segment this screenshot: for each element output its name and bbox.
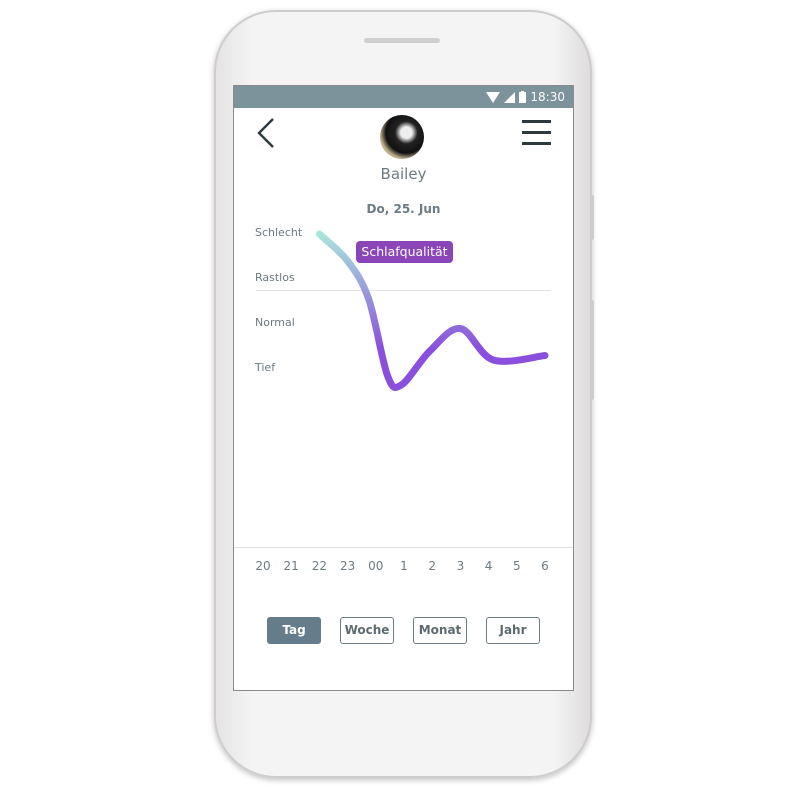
pet-name: Bailey bbox=[380, 165, 427, 183]
y-label-rastlos: Rastlos bbox=[255, 271, 295, 284]
x-tick-label: 1 bbox=[400, 559, 408, 573]
divider bbox=[256, 290, 551, 291]
battery-icon bbox=[519, 91, 527, 103]
y-label-schlecht: Schlecht bbox=[255, 226, 303, 239]
status-time: 18:30 bbox=[530, 90, 565, 104]
chevron-left-icon[interactable] bbox=[256, 118, 276, 148]
y-label-normal: Normal bbox=[255, 316, 295, 329]
wifi-icon bbox=[486, 91, 501, 103]
range-button-jahr[interactable]: Jahr bbox=[486, 617, 540, 644]
x-axis-line bbox=[234, 547, 573, 548]
status-bar: 18:30 bbox=[234, 86, 573, 108]
x-tick-label: 4 bbox=[484, 559, 493, 573]
range-button-monat[interactable]: Monat bbox=[413, 617, 467, 644]
speaker-grille bbox=[364, 38, 440, 43]
x-tick-label: 2 bbox=[428, 559, 436, 573]
sleep-chart bbox=[315, 230, 549, 391]
range-button-tag[interactable]: Tag bbox=[267, 617, 321, 644]
metric-badge: Schlafqualität bbox=[356, 241, 453, 263]
signal-icon bbox=[504, 91, 516, 103]
date-label: Do, 25. Jun bbox=[366, 202, 441, 216]
x-tick-label: 21 bbox=[283, 559, 299, 573]
avatar bbox=[380, 115, 424, 159]
range-button-woche[interactable]: Woche bbox=[340, 617, 394, 644]
x-tick-label: 20 bbox=[255, 559, 271, 573]
app-screen: 18:30 Bailey Do, 25. Jun Schlafqualität … bbox=[233, 85, 574, 691]
x-tick-label: 22 bbox=[311, 559, 328, 573]
hamburger-menu-icon[interactable] bbox=[522, 120, 551, 153]
x-tick-label: 5 bbox=[512, 559, 521, 573]
x-tick-label: 00 bbox=[368, 559, 384, 573]
sleep-quality-line bbox=[315, 230, 549, 391]
y-label-tief: Tief bbox=[255, 361, 276, 374]
power-button bbox=[590, 300, 594, 400]
x-tick-label: 3 bbox=[456, 559, 465, 573]
x-tick-label: 23 bbox=[339, 559, 356, 573]
volume-button bbox=[590, 195, 594, 240]
x-tick-label: 6 bbox=[541, 559, 549, 573]
